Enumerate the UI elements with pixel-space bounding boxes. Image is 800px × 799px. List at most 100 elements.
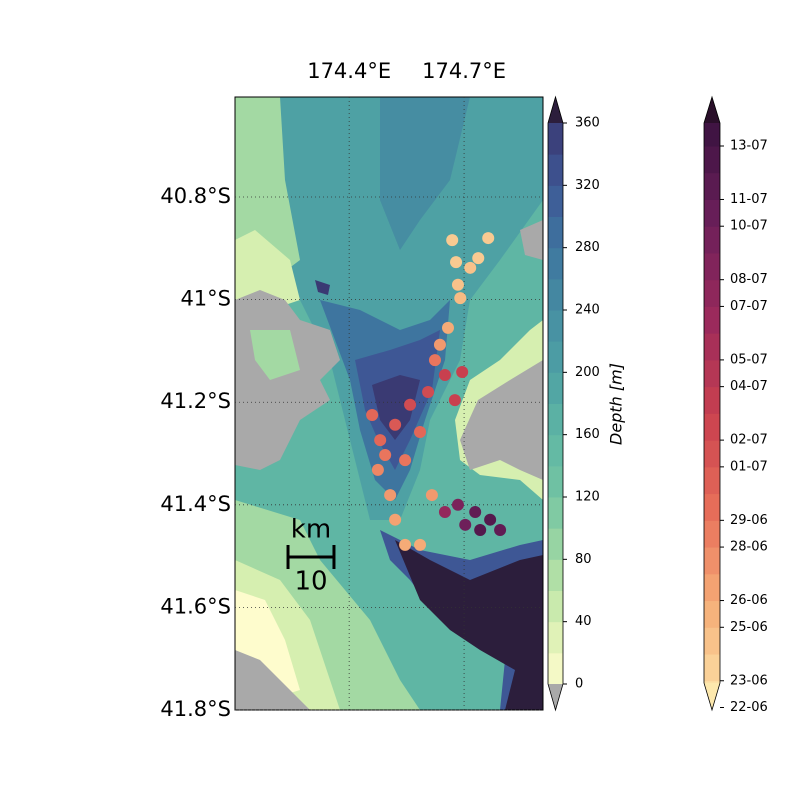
colorbar-band bbox=[548, 497, 563, 529]
track-point bbox=[450, 256, 463, 269]
y-tick-label: 41.8°S bbox=[160, 697, 231, 721]
colorbar-band bbox=[704, 573, 720, 602]
track-point bbox=[464, 261, 477, 274]
colorbar-band bbox=[548, 434, 563, 467]
track-point bbox=[371, 463, 384, 476]
colorbar-band bbox=[548, 278, 563, 311]
track-point bbox=[389, 418, 402, 431]
track-point bbox=[469, 505, 482, 518]
colorbar-band bbox=[704, 386, 720, 414]
track-point bbox=[422, 385, 435, 398]
colorbar-band bbox=[704, 466, 720, 495]
track-point bbox=[438, 369, 451, 382]
bathymetry bbox=[235, 97, 543, 710]
track-point bbox=[472, 252, 485, 265]
colorbar-band bbox=[704, 680, 720, 684]
track-point bbox=[384, 489, 397, 502]
colorbar-tick-label: 160 bbox=[575, 427, 600, 442]
track-point bbox=[399, 454, 412, 467]
colorbar-tick-label: 22-06 bbox=[730, 700, 768, 715]
colorbar-band bbox=[704, 145, 720, 174]
colorbar-tick-label: 01-07 bbox=[730, 459, 768, 474]
track-point bbox=[404, 398, 417, 411]
track-point bbox=[366, 409, 379, 422]
scale-unit: km bbox=[291, 515, 331, 545]
colorbar-band bbox=[548, 247, 563, 280]
colorbar-band bbox=[548, 185, 563, 217]
colorbar-band bbox=[548, 652, 563, 685]
colorbar-band bbox=[548, 590, 563, 623]
colorbar-tick-label: 28-06 bbox=[730, 540, 768, 555]
track-point bbox=[451, 498, 464, 511]
colorbar-band bbox=[704, 359, 720, 388]
colorbar-extend bbox=[704, 683, 720, 710]
colorbar-band bbox=[548, 372, 563, 404]
colorbar-band bbox=[704, 333, 720, 361]
colorbar-tick-label: 29-06 bbox=[730, 513, 768, 528]
track-point bbox=[451, 278, 464, 291]
track-point bbox=[425, 489, 438, 502]
y-tick-label: 41°S bbox=[180, 287, 231, 311]
colorbar-band bbox=[704, 226, 720, 254]
colorbar-band bbox=[548, 403, 563, 436]
colorbar-band bbox=[704, 627, 720, 655]
colorbar-extend bbox=[704, 97, 720, 123]
y-tick-label: 40.8°S bbox=[160, 184, 231, 208]
track-point bbox=[448, 394, 461, 407]
track-point bbox=[441, 321, 454, 334]
colorbar-band bbox=[704, 306, 720, 334]
colorbar-band bbox=[548, 123, 563, 155]
colorbar-band bbox=[704, 600, 720, 628]
colorbar-tick-label: 11-07 bbox=[730, 192, 768, 207]
track-point bbox=[438, 505, 451, 518]
colorbar-band bbox=[704, 413, 720, 441]
colorbar-tick-label: 40 bbox=[575, 614, 592, 629]
colorbar-band bbox=[704, 520, 720, 548]
colorbar-tick-label: 26-06 bbox=[730, 593, 768, 608]
colorbar-tick-label: 08-07 bbox=[730, 272, 768, 287]
scale-length: 10 bbox=[294, 567, 327, 597]
colorbar-label: Depth [m] bbox=[607, 363, 626, 445]
colorbar-band bbox=[548, 216, 563, 249]
colorbar-tick-label: 320 bbox=[575, 178, 600, 193]
colorbar-band bbox=[548, 559, 563, 591]
colorbar-band bbox=[704, 123, 720, 147]
x-tick-label: 174.4°E bbox=[307, 59, 391, 83]
colorbar-tick-label: 120 bbox=[575, 490, 600, 505]
colorbar-band bbox=[548, 465, 563, 498]
colorbar-tick-label: 200 bbox=[575, 365, 600, 380]
colorbar-band bbox=[704, 199, 720, 227]
colorbar-tick-label: 25-06 bbox=[730, 620, 768, 635]
colorbar-band bbox=[548, 621, 563, 654]
colorbar-tick-label: 04-07 bbox=[730, 379, 768, 394]
track-point bbox=[484, 513, 497, 526]
colorbar-band bbox=[704, 493, 720, 521]
y-tick-label: 41.6°S bbox=[160, 594, 231, 618]
track-point bbox=[459, 518, 472, 531]
colorbar-extend bbox=[548, 97, 563, 123]
track-point bbox=[454, 292, 467, 305]
colorbar-tick-label: 10-07 bbox=[730, 219, 768, 234]
colorbar-band bbox=[704, 654, 720, 682]
colorbar-extend bbox=[548, 684, 563, 710]
colorbar-tick-label: 0 bbox=[575, 677, 583, 692]
colorbar-band bbox=[548, 528, 563, 560]
map-frame bbox=[234, 96, 544, 711]
track-point bbox=[399, 538, 412, 551]
colorbar-band bbox=[704, 547, 720, 575]
colorbar-tick-label: 280 bbox=[575, 240, 600, 255]
track-point bbox=[379, 449, 392, 462]
y-tick-label: 41.4°S bbox=[160, 492, 231, 516]
track-point bbox=[433, 338, 446, 351]
scale-bar: km 10 bbox=[286, 515, 336, 597]
colorbar-tick-label: 360 bbox=[575, 116, 600, 131]
y-tick-label: 41.2°S bbox=[160, 389, 231, 413]
track-point bbox=[374, 434, 387, 447]
track-point bbox=[482, 232, 495, 245]
x-tick-label: 174.7°E bbox=[422, 59, 506, 83]
colorbar-band bbox=[704, 172, 720, 200]
colorbar-tick-label: 05-07 bbox=[730, 352, 768, 367]
colorbar-tick-label: 02-07 bbox=[730, 433, 768, 448]
colorbar-tick-label: 13-07 bbox=[730, 138, 768, 153]
